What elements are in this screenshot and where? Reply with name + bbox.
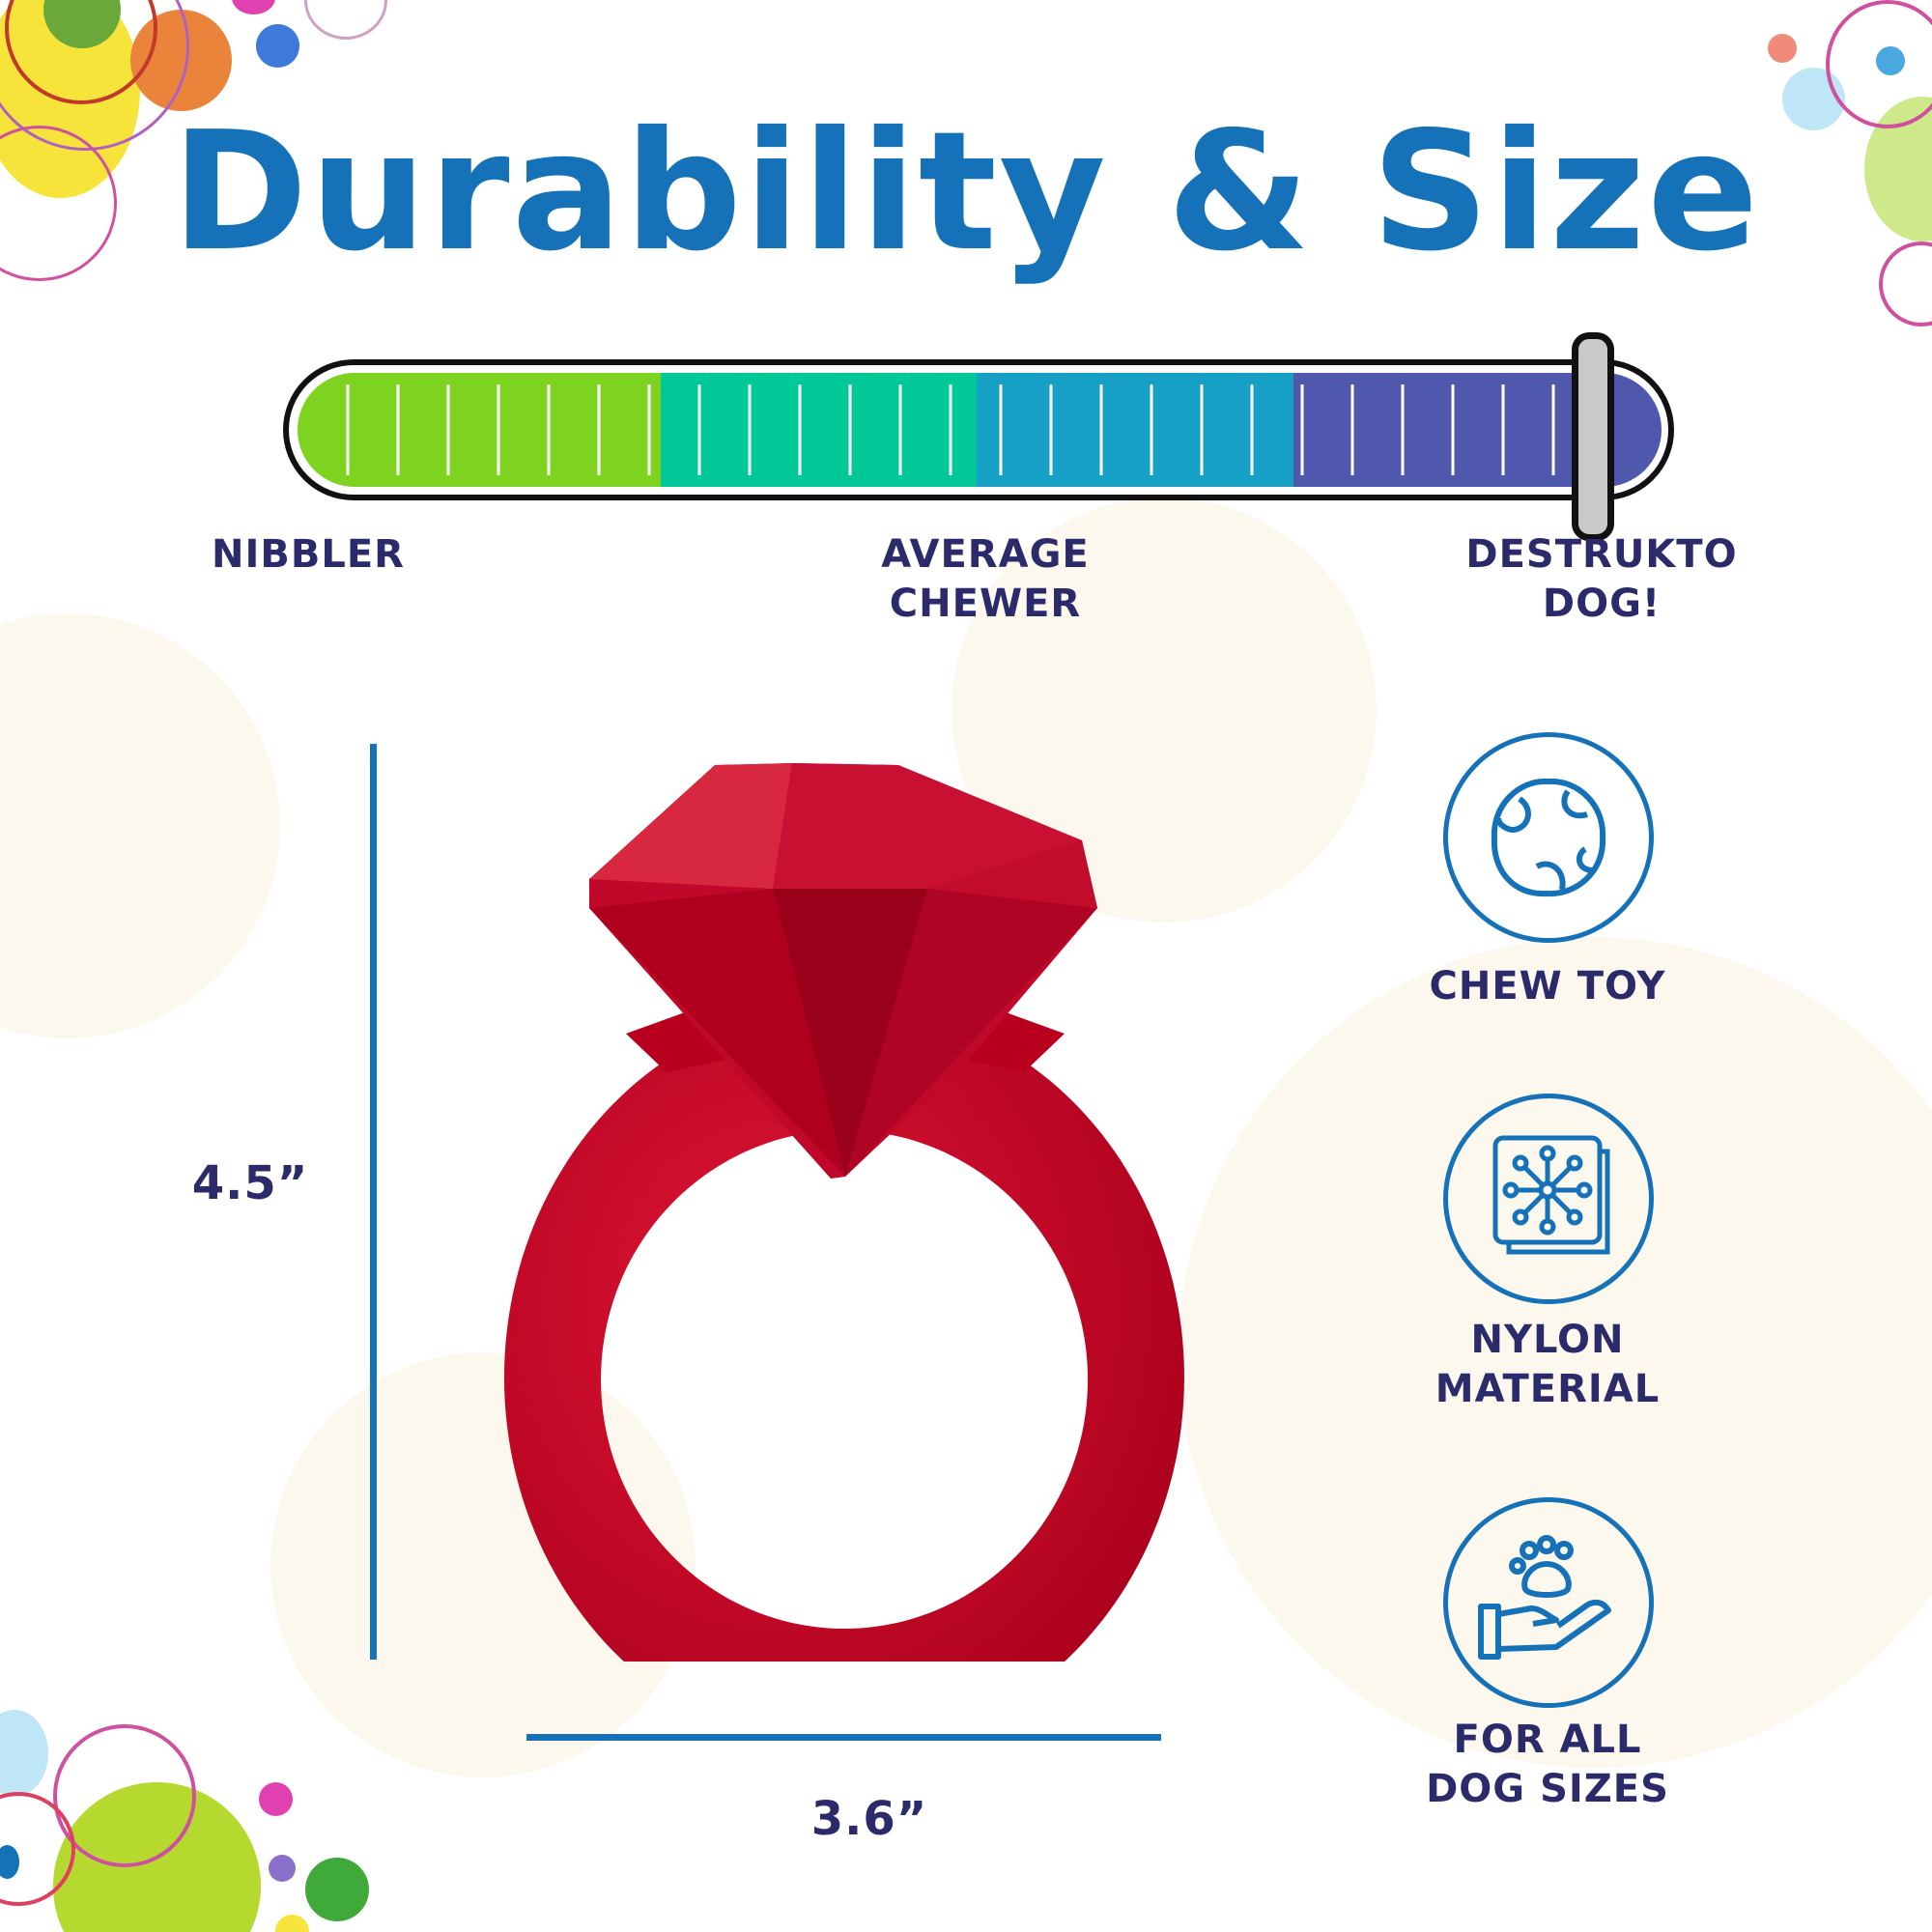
feature-label-chew-toy: CHEW TOY	[1429, 964, 1666, 1009]
hand-paw-icon	[1478, 1535, 1611, 1660]
ring-chew-toy-image	[503, 763, 1184, 1662]
meter-segment-light-chewer	[660, 373, 978, 487]
meter-segment-average-chewer	[977, 373, 1293, 487]
width-dimension-line	[526, 1734, 1161, 1741]
height-value: 4.5”	[191, 1156, 309, 1210]
nylon-material-icon	[1492, 1135, 1610, 1255]
label-destrukto-dog: DESTRUKTO DOG!	[1465, 532, 1738, 626]
meter-ticks	[346, 384, 1605, 475]
height-dimension-line	[370, 744, 377, 1660]
page-title: Durability & Size	[171, 97, 1761, 288]
meter-level-marker	[1572, 332, 1615, 541]
width-value: 3.6”	[810, 1792, 928, 1846]
label-nibbler: NIBBLER	[212, 532, 405, 577]
feature-label-all-dog-sizes: FOR ALL DOG SIZES	[1426, 1718, 1669, 1811]
feature-label-nylon-material: NYLON MATERIAL	[1435, 1318, 1661, 1411]
bg-circle	[0, 613, 280, 1038]
ball-icon	[1491, 778, 1606, 897]
label-average-chewer: AVERAGE CHEWER	[881, 532, 1090, 626]
